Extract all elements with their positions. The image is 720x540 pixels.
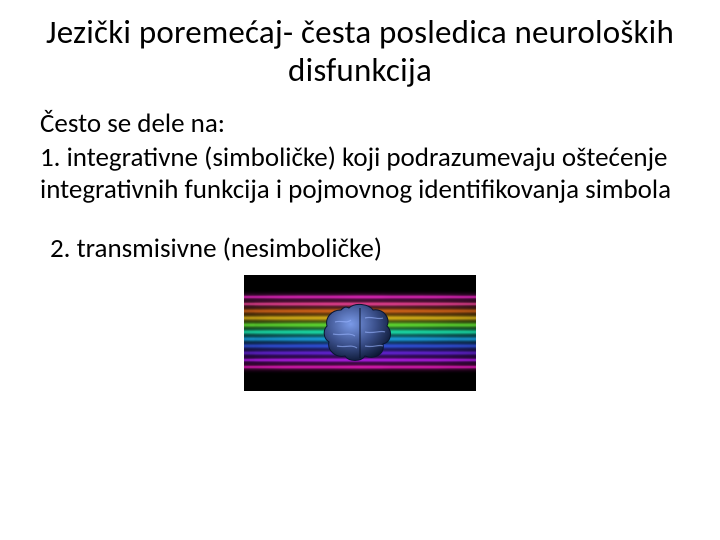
image-container [40, 275, 680, 391]
slide-title: Jezički poremećaj- česta posledica neuro… [40, 14, 680, 90]
slide-body: Često se dele na: 1. integrativne (simbo… [40, 108, 680, 265]
brain-waves-image [244, 275, 476, 391]
brain-icon [321, 302, 399, 364]
body-intro: Često se dele na: [40, 108, 680, 140]
wave-line [244, 365, 476, 368]
slide: Jezički poremećaj- česta posledica neuro… [0, 0, 720, 540]
body-item-2: 2. transmisivne (nesimboličke) [50, 233, 680, 265]
wave-line [244, 296, 476, 299]
body-item-1: 1. integrativne (simboličke) koji podraz… [40, 142, 680, 206]
